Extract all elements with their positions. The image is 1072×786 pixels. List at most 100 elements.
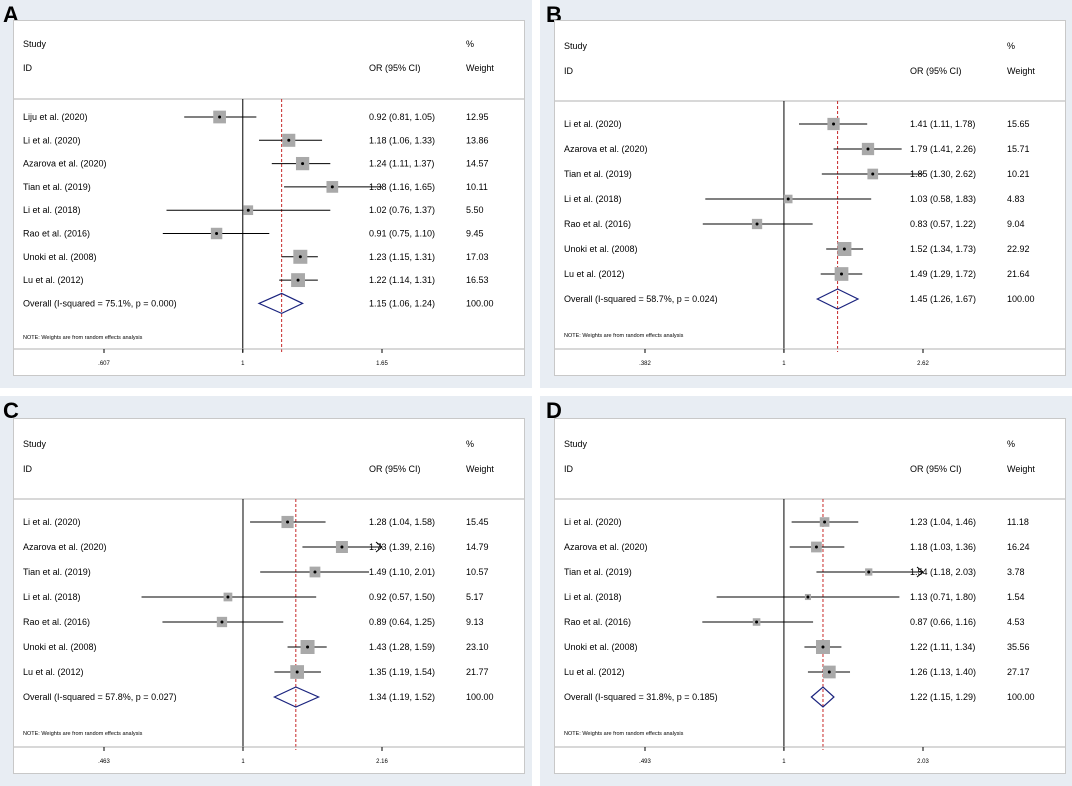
study-weight: 16.24 xyxy=(1007,542,1030,552)
study-point-estimate xyxy=(220,620,224,624)
overall-label: Overall (I-squared = 57.8%, p = 0.027) xyxy=(23,692,177,702)
study-weight: 9.45 xyxy=(466,229,484,239)
study-point-estimate xyxy=(298,255,302,259)
study-weight: 12.95 xyxy=(466,112,489,122)
study-or-ci: 1.35 (1.19, 1.54) xyxy=(369,667,435,677)
study-name: Li et al. (2018) xyxy=(564,592,622,602)
overall-label: Overall (I-squared = 31.8%, p = 0.185) xyxy=(564,692,718,702)
header-study-label: Study xyxy=(564,41,588,51)
study-or-ci: 0.92 (0.57, 1.50) xyxy=(369,592,435,602)
study-name: Tian et al. (2019) xyxy=(564,169,632,179)
panel-c-letter: C xyxy=(3,398,19,423)
study-name: Unoki et al. (2008) xyxy=(23,252,97,262)
overall-or-ci: 1.15 (1.06, 1.24) xyxy=(369,298,435,308)
panel-c-plot: Study ID OR (95% CI)% Weight Li et al. (2020… xyxy=(13,418,525,774)
study-or-ci: 1.22 (1.14, 1.31) xyxy=(369,275,435,285)
study-or-ci: 1.41 (1.11, 1.78) xyxy=(910,119,975,129)
study-or-ci: 1.18 (1.03, 1.36) xyxy=(910,542,976,552)
study-point-estimate xyxy=(313,570,317,574)
header-weight-label: Weight xyxy=(466,464,494,474)
study-point-estimate xyxy=(871,172,875,176)
study-name: Unoki et al. (2008) xyxy=(564,244,638,254)
study-point-estimate xyxy=(287,138,291,142)
study-weight: 1.54 xyxy=(1007,592,1025,602)
study-or-ci: 1.49 (1.10, 2.01) xyxy=(369,567,435,577)
study-weight: 10.11 xyxy=(466,182,488,192)
header-id-label: ID xyxy=(23,464,33,474)
study-or-ci: 1.24 (1.11, 1.37) xyxy=(369,159,434,169)
study-or-ci: 1.79 (1.41, 2.26) xyxy=(910,144,976,154)
study-or-ci: 1.23 (1.04, 1.46) xyxy=(910,517,976,527)
study-name: Li et al. (2020) xyxy=(23,135,81,145)
study-name: Tian et al. (2019) xyxy=(564,567,632,577)
study-name: Lu et al. (2012) xyxy=(564,667,625,677)
study-name: Li et al. (2018) xyxy=(564,194,622,204)
x-axis-tick-label: .493 xyxy=(639,759,651,765)
study-point-estimate xyxy=(340,545,344,549)
study-name: Azarova et al. (2020) xyxy=(23,159,107,169)
study-weight: 15.71 xyxy=(1007,144,1030,154)
header-percent-label: % xyxy=(466,439,474,449)
study-weight: 9.13 xyxy=(466,617,484,627)
study-name: Rao et al. (2016) xyxy=(23,617,90,627)
x-axis-tick-label: 2.62 xyxy=(917,361,929,367)
study-or-ci: 1.26 (1.13, 1.40) xyxy=(910,667,976,677)
study-name: Unoki et al. (2008) xyxy=(564,642,638,652)
header-percent-label: % xyxy=(466,39,474,49)
study-or-ci: 1.02 (0.76, 1.37) xyxy=(369,205,435,215)
study-or-ci: 1.43 (1.28, 1.59) xyxy=(369,642,435,652)
header-percent-label: % xyxy=(1007,41,1015,51)
study-weight: 15.65 xyxy=(1007,119,1030,129)
header-study-label: Study xyxy=(23,439,47,449)
study-or-ci: 0.92 (0.81, 1.05) xyxy=(369,112,435,122)
study-weight: 4.53 xyxy=(1007,617,1025,627)
x-axis-tick-label: 1 xyxy=(782,361,786,367)
x-axis-tick-label: 1 xyxy=(782,759,786,765)
study-or-ci: 0.87 (0.66, 1.16) xyxy=(910,617,976,627)
study-name: Rao et al. (2016) xyxy=(564,219,631,229)
study-or-ci: 1.49 (1.29, 1.72) xyxy=(910,269,976,279)
x-axis-tick-label: 1 xyxy=(241,759,245,765)
study-point-estimate xyxy=(286,520,290,524)
x-axis-tick-label: .463 xyxy=(98,759,110,765)
study-weight: 13.86 xyxy=(466,135,489,145)
study-or-ci: 1.52 (1.34, 1.73) xyxy=(910,244,976,254)
overall-weight: 100.00 xyxy=(466,298,494,308)
overall-or-ci: 1.34 (1.19, 1.52) xyxy=(369,692,435,702)
study-point-estimate xyxy=(840,272,844,276)
study-point-estimate xyxy=(246,208,250,212)
study-point-estimate xyxy=(755,222,759,226)
study-name: Li et al. (2018) xyxy=(23,205,81,215)
header-or-label: OR (95% CI) xyxy=(910,464,962,474)
study-weight: 10.57 xyxy=(466,567,489,577)
overall-label: Overall (I-squared = 58.7%, p = 0.024) xyxy=(564,294,718,304)
study-point-estimate xyxy=(827,670,831,674)
study-weight: 5.50 xyxy=(466,205,484,215)
study-point-estimate xyxy=(218,115,222,119)
weights-note: NOTE: Weights are from random effects an… xyxy=(564,731,684,737)
header-percent-label: % xyxy=(1007,439,1015,449)
study-weight: 22.92 xyxy=(1007,244,1030,254)
study-weight: 27.17 xyxy=(1007,667,1030,677)
panel-b-plot: Study ID OR (95% CI)% Weight Li et al. (2020… xyxy=(554,20,1066,376)
overall-weight: 100.00 xyxy=(1007,692,1035,702)
study-name: Li et al. (2020) xyxy=(564,119,622,129)
header-id-label: ID xyxy=(564,464,574,474)
study-point-estimate xyxy=(821,645,825,649)
overall-diamond xyxy=(810,686,835,708)
study-weight: 4.83 xyxy=(1007,194,1025,204)
study-ci-arrow xyxy=(375,541,383,553)
header-weight-label: Weight xyxy=(466,63,494,73)
study-or-ci: 1.85 (1.30, 2.62) xyxy=(910,169,976,179)
forest-plot-a: Study ID OR (95% CI)% Weight Liju et al. (20… xyxy=(14,39,524,367)
panel-a-plot: Study ID OR (95% CI)% Weight Liju et al. (20… xyxy=(13,20,525,376)
panel-d-letter: D xyxy=(546,398,562,423)
header-or-label: OR (95% CI) xyxy=(910,66,962,76)
study-point-estimate xyxy=(215,232,219,235)
header-weight-label: Weight xyxy=(1007,66,1035,76)
forest-plot-d: Study ID OR (95% CI)% Weight Li et al. (2020… xyxy=(555,439,1065,765)
study-point-estimate xyxy=(755,620,759,624)
study-weight: 21.77 xyxy=(466,667,489,677)
study-weight: 9.04 xyxy=(1007,219,1025,229)
header-id-label: ID xyxy=(23,63,33,73)
